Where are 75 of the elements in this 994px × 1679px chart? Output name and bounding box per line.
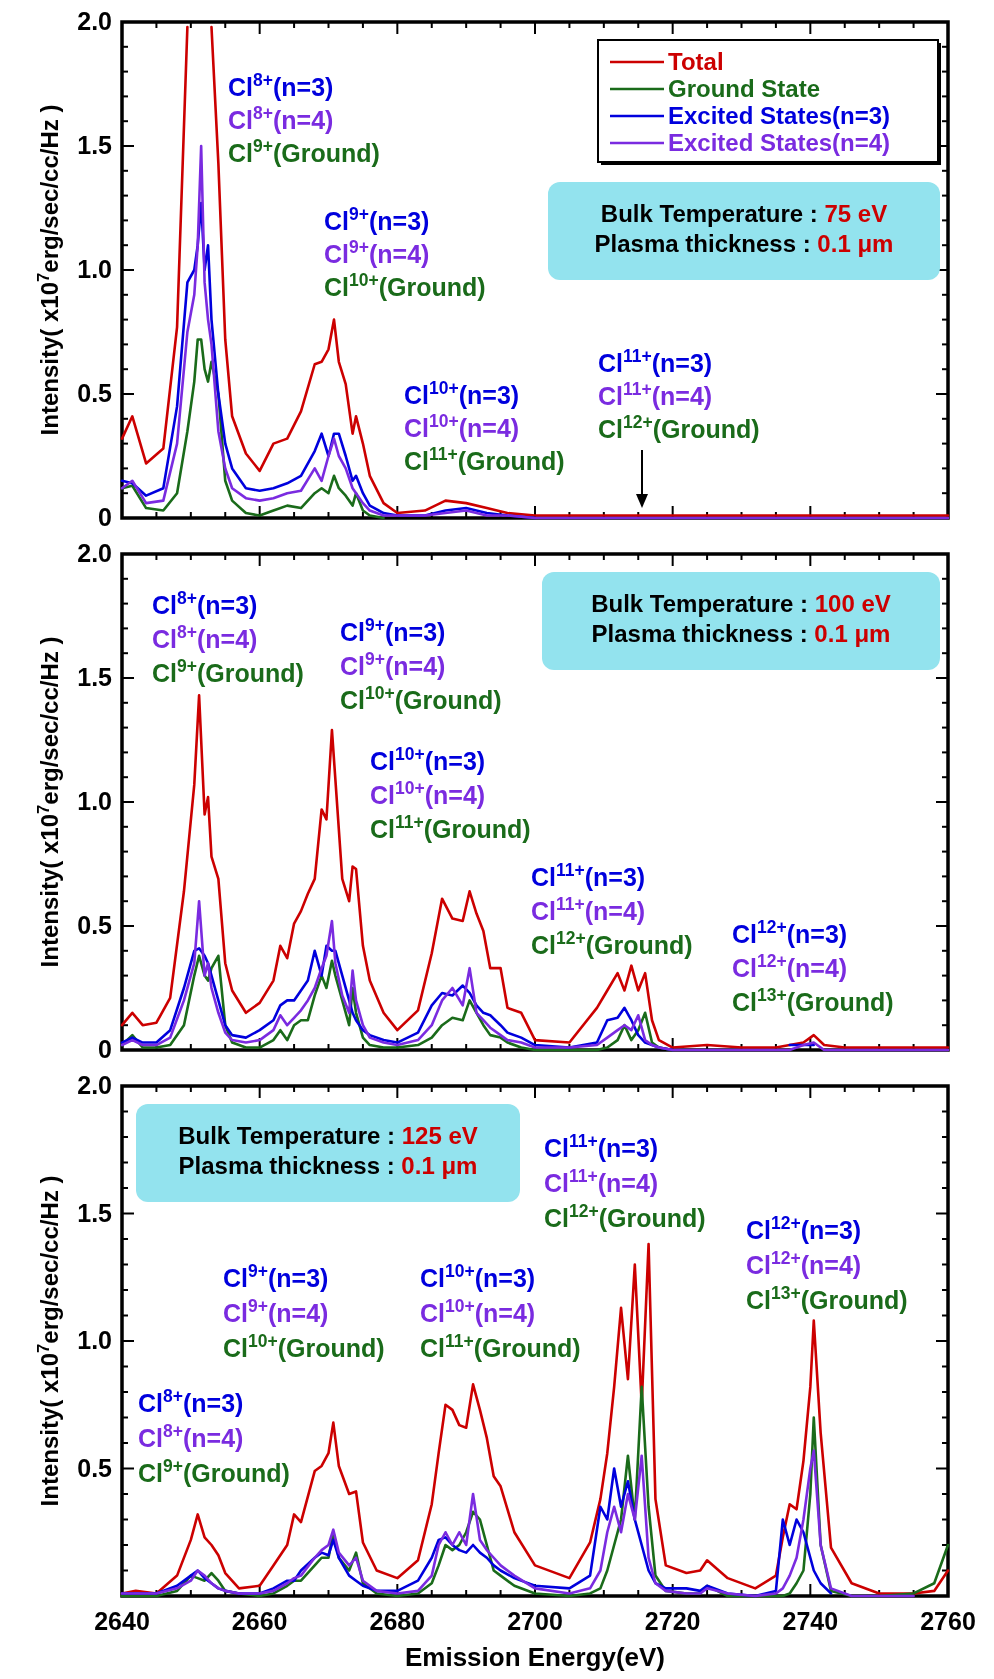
y-tick-label: 1.5 (77, 1198, 113, 1227)
annotation: Cl$^{11+}$(n=3) (544, 1131, 659, 1162)
annotation: Cl$^{12+}$(n=3) (746, 1213, 862, 1244)
annotation: Cl$^{8+}$(n=4) (152, 622, 258, 653)
annotation: Cl$^{10+}$(n=4) (370, 778, 486, 809)
annotation: Cl$^{9+}$(n=3) (340, 615, 446, 646)
legend-label: Excited States(n=4) (668, 129, 891, 156)
y-tick-label: 0 (98, 503, 112, 531)
annotation: Cl$^{9+}$(n=3) (223, 1261, 329, 1292)
x-tick-label: 2680 (369, 1607, 426, 1635)
annotation: Cl$^{10+}$(n=4) (404, 411, 520, 442)
legend-label: Total (668, 48, 724, 75)
y-tick-label: 1.0 (77, 1326, 112, 1354)
annotation: Cl$^{11+}$(n=3) (531, 860, 646, 891)
annotation: Cl$^{13+}$(Ground) (732, 985, 894, 1016)
x-axis-title: Emission Energy(eV) (404, 1642, 666, 1672)
legend-label: Ground State (668, 75, 821, 102)
annotation: Cl$^{12+}$(Ground) (544, 1201, 706, 1232)
annotation: Cl$^{9+}$(Ground) (152, 656, 304, 687)
annotation: Plasma thickness : 0.1 μm (591, 620, 891, 647)
y-tick-label: 0.5 (77, 911, 113, 939)
legend-label: Excited States(n=3) (668, 102, 891, 129)
x-tick-label: 2640 (94, 1607, 150, 1635)
annotation: Cl$^{9+}$(Ground) (228, 136, 380, 167)
y-tick-label: 0.5 (77, 1453, 113, 1482)
y-tick-label: 1.5 (77, 131, 113, 159)
line-series (120, 899, 950, 1052)
annotation: Cl$^{9+}$(n=4) (324, 237, 430, 268)
annotation: Cl$^{12+}$(n=4) (732, 951, 848, 982)
annotation: Cl$^{8+}$(n=4) (138, 1421, 244, 1452)
annotation: Cl$^{9+}$(Ground) (138, 1456, 290, 1487)
annotation: Cl$^{11+}$(Ground) (404, 444, 565, 475)
annotation: Cl$^{8+}$(n=4) (228, 103, 334, 134)
annotation: Cl$^{8+}$(n=3) (228, 70, 334, 101)
annotation: Cl$^{11+}$(n=4) (531, 894, 646, 925)
annotation: Cl$^{10+}$(n=3) (404, 378, 520, 409)
y-tick-label: 2.0 (77, 1071, 112, 1099)
annotation: Cl$^{12+}$(Ground) (531, 928, 693, 959)
annotation: Cl$^{12+}$(n=3) (732, 917, 848, 948)
annotation: Bulk Temperature : 100 eV (591, 590, 891, 617)
annotation: Bulk Temperature : 125 eV (178, 1122, 478, 1149)
annotation: Cl$^{12+}$(Ground) (598, 412, 760, 443)
x-tick-label: 2660 (231, 1607, 288, 1635)
annotation: Cl$^{10+}$(Ground) (324, 270, 486, 301)
annotation: Cl$^{9+}$(n=3) (324, 204, 430, 235)
annotation: Cl$^{11+}$(Ground) (370, 812, 531, 843)
y-tick-label: 0.5 (77, 379, 113, 407)
y-tick-label: 1.0 (77, 787, 112, 815)
annotation: Bulk Temperature : 75 eV (600, 200, 888, 227)
annotation: Cl$^{8+}$(n=3) (152, 588, 258, 619)
annotation: Cl$^{8+}$(n=3) (138, 1386, 244, 1417)
annotation: Cl$^{12+}$(n=4) (746, 1248, 862, 1279)
annotation: Cl$^{11+}$(n=4) (598, 379, 713, 410)
annotation: Cl$^{10+}$(n=3) (420, 1261, 536, 1292)
annotation: Cl$^{10+}$(n=3) (370, 744, 486, 775)
annotation: Plasma thickness : 0.1 μm (178, 1152, 478, 1179)
annotation: Cl$^{11+}$(n=3) (598, 346, 713, 377)
x-tick-label: 2700 (507, 1607, 563, 1635)
annotation: Cl$^{10+}$(Ground) (223, 1331, 385, 1362)
x-tick-label: 2720 (644, 1607, 701, 1635)
annotation: Cl$^{9+}$(n=4) (223, 1296, 329, 1327)
y-tick-label: 2.0 (77, 7, 112, 35)
annotation: Cl$^{9+}$(n=4) (340, 649, 446, 680)
annotation: Cl$^{10+}$(n=4) (420, 1296, 536, 1327)
annotation: Cl$^{10+}$(Ground) (340, 683, 502, 714)
annotation: Plasma thickness : 0.1 μm (594, 230, 894, 257)
y-tick-label: 1.5 (77, 663, 113, 691)
x-tick-label: 2740 (782, 1607, 839, 1635)
y-tick-label: 2.0 (77, 539, 112, 567)
y-tick-label: 0 (98, 1035, 112, 1063)
annotation: Cl$^{13+}$(Ground) (746, 1283, 908, 1314)
annotation: Cl$^{11+}$(Ground) (420, 1331, 581, 1362)
annotation: Cl$^{11+}$(n=4) (544, 1166, 659, 1197)
y-tick-label: 1.0 (77, 255, 112, 283)
x-tick-label: 2760 (920, 1607, 976, 1635)
